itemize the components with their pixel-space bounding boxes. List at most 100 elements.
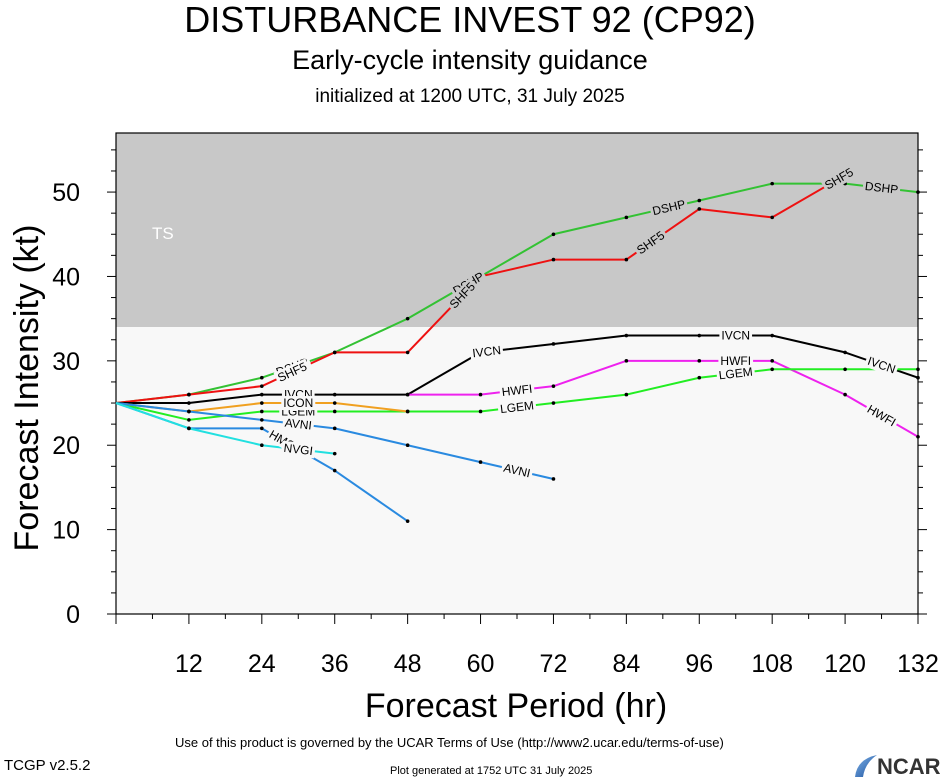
band-labels: TS — [152, 224, 174, 243]
data-point-shf5 — [770, 215, 774, 220]
data-point-shf5 — [551, 257, 556, 262]
series-label-text: IVCN — [472, 343, 502, 360]
data-point-dshp — [916, 190, 920, 194]
series-label-bg — [863, 353, 900, 378]
data-point-lgem — [843, 367, 847, 372]
x-axis-label: Forecast Period (hr) — [365, 687, 667, 725]
series-label-avni: AVNI — [500, 460, 534, 481]
y-tick-label: 50 — [52, 179, 80, 207]
series-label-bg — [497, 398, 537, 417]
data-point-ivcn — [697, 333, 702, 338]
data-point-icon — [405, 409, 410, 414]
data-point-dshp — [770, 181, 774, 186]
data-point-ivcn — [843, 350, 847, 355]
series-label-dshp: DSHP — [862, 178, 901, 197]
data-point-hwfi — [916, 434, 920, 439]
data-point-avni — [332, 426, 337, 431]
data-point-lgem — [478, 409, 483, 414]
data-point-hwfi — [697, 359, 702, 363]
x-axis-ticks: 12 24 36 48 60 72 84 96 108 120 132 — [115, 614, 939, 678]
x-tick-label: 96 — [685, 650, 713, 678]
data-point-hwfi — [624, 359, 629, 363]
x-tick-label: 72 — [540, 650, 568, 678]
ncar-logo: NCAR — [853, 752, 940, 780]
x-tick-label: 120 — [824, 650, 866, 678]
version-label: TCGP v2.5.2 — [4, 757, 91, 774]
data-point-lgem — [551, 401, 556, 405]
y-tick-label: 20 — [52, 432, 80, 460]
series-label-bg — [649, 196, 689, 219]
data-point-hmon — [405, 519, 410, 523]
x-tick-label: 12 — [175, 650, 203, 678]
data-point-dshp — [260, 375, 264, 380]
series-label-text: ICON — [283, 396, 313, 410]
series-points — [187, 173, 920, 523]
data-point-lgem — [332, 409, 337, 414]
data-point-icon — [332, 401, 337, 405]
init-time-label: initialized at 1200 UTC, 31 July 2025 — [315, 86, 625, 107]
data-point-nvgi — [332, 451, 337, 456]
data-point-avni — [187, 409, 191, 414]
data-point-avni — [551, 477, 556, 481]
x-tick-label: 60 — [467, 650, 495, 678]
series-label-text: HWFI — [720, 354, 751, 368]
series-label-text: IVCN — [721, 329, 750, 343]
data-point-ivcn — [551, 342, 556, 346]
data-point-lgem — [624, 392, 629, 397]
series-label-text: HWFI — [501, 382, 533, 399]
series-label-bg — [273, 358, 312, 386]
x-tick-label: 48 — [394, 650, 422, 678]
data-point-lgem — [187, 418, 191, 422]
series-label-nvgi: NVGI — [280, 440, 316, 459]
data-point-ivcn — [624, 333, 629, 338]
y-axis-ticks: 0 10 20 30 40 50 — [52, 149, 927, 629]
y-tick-label: 30 — [52, 348, 80, 376]
series-label-text: DSHP — [864, 179, 899, 197]
x-tick-label: 24 — [248, 650, 276, 678]
series-label-bg — [632, 226, 670, 259]
y-tick-label: 10 — [52, 517, 80, 545]
data-point-hwfi — [551, 384, 556, 388]
x-tick-label: 132 — [897, 650, 939, 678]
series-label-avni: AVNI — [282, 415, 315, 433]
data-point-dshp — [697, 198, 702, 203]
data-point-lgem — [770, 367, 774, 372]
data-point-avni — [405, 443, 410, 448]
y-tick-label: 40 — [52, 263, 80, 291]
data-point-ivcn — [332, 392, 337, 397]
x-tick-label: 108 — [751, 650, 793, 678]
chart-subtitle: Early-cycle intensity guidance — [292, 45, 648, 75]
series-label-text: NVGI — [283, 441, 314, 458]
data-point-nvgi — [260, 443, 264, 448]
series-label-text: LGEM — [499, 398, 534, 416]
ncar-logo-text: NCAR — [877, 754, 940, 779]
series-label-bg — [500, 460, 534, 481]
series-label-ivcn: IVCN — [719, 328, 753, 343]
data-point-hwfi — [770, 359, 774, 363]
data-point-hwfi — [478, 392, 483, 397]
series-label-ivcn: IVCN — [469, 342, 504, 361]
data-point-hmon — [332, 468, 337, 473]
series-label-hwfi: HWFI — [498, 381, 536, 400]
data-point-hwfi — [843, 392, 847, 397]
series-line-ivcn — [116, 334, 919, 405]
data-point-hwfi — [405, 392, 410, 397]
series-label-bg — [716, 364, 756, 383]
data-point-lgem — [697, 375, 702, 380]
series-label-bg — [469, 342, 504, 361]
data-point-dshp — [551, 232, 556, 237]
data-point-avni — [478, 460, 483, 464]
chart-title: DISTURBANCE INVEST 92 (CP92) — [184, 0, 756, 40]
data-point-ivcn — [187, 401, 191, 405]
data-point-shf5 — [697, 207, 702, 211]
data-point-lgem — [260, 409, 264, 414]
generated-timestamp: Plot generated at 1752 UTC 31 July 2025 — [390, 765, 593, 777]
series-label-bg — [719, 328, 753, 343]
series-label-text: AVNI — [502, 461, 532, 481]
terms-of-use-notice: Use of this product is governed by the U… — [175, 735, 724, 750]
series-line-dshp — [115, 182, 919, 405]
series-label-bg — [281, 396, 316, 411]
series-label-bg — [280, 440, 316, 459]
data-point-avni — [260, 418, 264, 422]
